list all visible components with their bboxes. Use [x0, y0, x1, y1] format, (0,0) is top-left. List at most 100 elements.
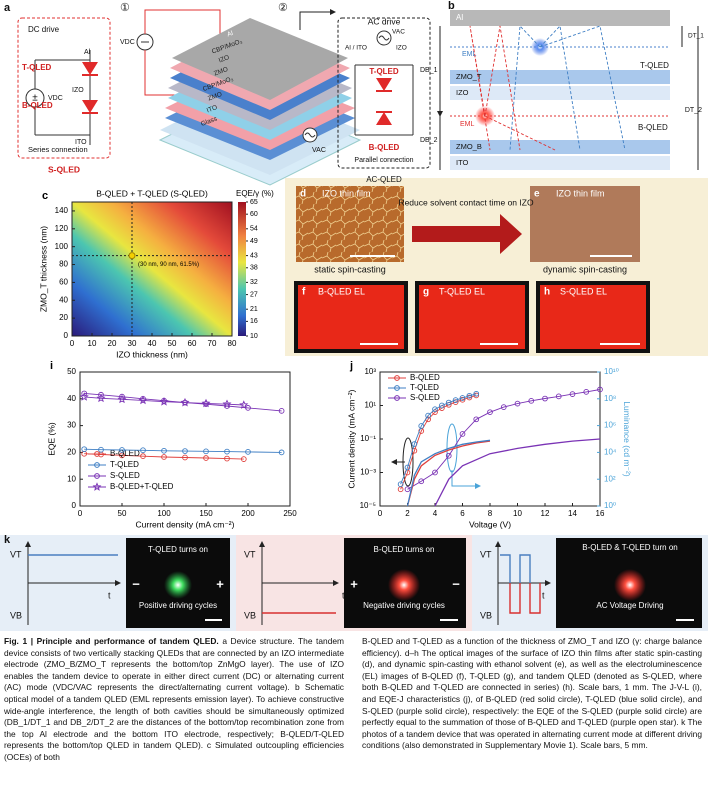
panels-dh-art: [285, 178, 708, 356]
x-tick-label: 50: [118, 509, 127, 518]
legend-marker: [94, 473, 100, 479]
legend-label: S-QLED: [110, 471, 140, 480]
y2-tick-label: 10¹⁰: [604, 367, 619, 376]
y-tick-label: 50: [67, 367, 76, 376]
label: VT: [10, 549, 22, 559]
label: f: [302, 287, 306, 298]
y-tick-label: 80: [59, 260, 68, 269]
y-tick-label: 10³: [364, 367, 376, 376]
x-tick-label: 20: [108, 339, 117, 348]
x-tick-label: 0: [70, 339, 75, 348]
marker: [119, 447, 125, 453]
label: VB: [244, 610, 256, 620]
label: ②: [278, 2, 288, 14]
legend-marker: [394, 395, 400, 401]
y2-tick-label: 10⁴: [604, 448, 617, 457]
x-tick-label: 0: [378, 509, 383, 518]
marker: [239, 400, 249, 409]
legend-marker: [94, 462, 100, 468]
marker: [411, 441, 418, 447]
label: VB: [10, 610, 22, 620]
y-tick-label: 0: [64, 331, 69, 340]
y2-tick-label: 10⁸: [604, 394, 616, 403]
label: Series connection: [28, 145, 88, 154]
y-tick-label: 40: [67, 394, 76, 403]
label: ITO: [75, 139, 87, 146]
label: Parallel connection: [354, 157, 413, 164]
marker: [466, 394, 473, 401]
x-axis-label: IZO thickness (nm): [116, 349, 188, 359]
plot-frame: [79, 371, 291, 507]
y-tick-label: 20: [67, 448, 76, 457]
x-tick-label: 10: [513, 509, 522, 518]
label: VAC: [392, 29, 405, 36]
marker: [445, 399, 452, 406]
y-tick-label: 30: [67, 421, 76, 430]
marker: [432, 406, 438, 413]
label: VDC: [120, 39, 135, 46]
y-tick-label: 140: [55, 206, 69, 215]
label: k: [4, 534, 11, 546]
legend-label: B-QLED: [410, 373, 440, 382]
label: Reduce solvent contact time on IZO: [398, 197, 534, 207]
x-tick-label: 30: [128, 339, 137, 348]
panel-b-art: [437, 10, 699, 170]
x-tick-label: 16: [596, 509, 605, 518]
label: DT_2: [685, 107, 702, 114]
colorbar-tick-label: 43: [250, 252, 258, 259]
marker: [182, 448, 188, 454]
marker: [555, 393, 562, 400]
marker: [473, 392, 480, 399]
label: Al: [226, 30, 234, 39]
y-tick-label: 10⁻⁵: [360, 501, 376, 510]
label: B-QLED: [638, 123, 668, 132]
x-tick-label: 40: [148, 339, 157, 348]
label: S-QLED EL: [560, 286, 607, 296]
label: B-QLED & T-QLED turn on: [582, 543, 677, 552]
legend-marker: [394, 385, 400, 391]
marker: [140, 447, 146, 454]
marker: [583, 389, 590, 395]
colorbar-tick-label: 16: [250, 318, 258, 325]
marker: [96, 393, 106, 403]
series-line: [400, 394, 477, 490]
label: VB: [480, 610, 492, 620]
label: DC drive: [28, 25, 60, 34]
svg-text:±: ±: [32, 93, 38, 104]
label: EML: [460, 121, 475, 128]
label: T-QLED: [369, 67, 399, 76]
y-tick-label: 0: [72, 501, 77, 510]
marker: [473, 390, 480, 397]
label: ITO: [206, 104, 218, 114]
y-axis-label: EQE (%): [46, 422, 56, 456]
colorbar: [238, 202, 246, 336]
colorbar-tick-label: 38: [250, 265, 258, 272]
caption-right: B-QLED and T-QLED as a function of the t…: [362, 636, 702, 752]
optimum-point: [128, 252, 136, 260]
marker: [459, 395, 466, 401]
colorbar-tick-label: 27: [250, 291, 258, 298]
label: DT_1: [688, 33, 704, 40]
label: B-QLED EL: [318, 286, 365, 296]
series-line: [406, 439, 491, 507]
label: +: [350, 576, 358, 591]
y2-tick-label: 10²: [604, 474, 616, 483]
series-line: [400, 393, 477, 485]
chart-label: j: [349, 360, 353, 372]
label: d: [300, 189, 306, 200]
marker: [459, 396, 466, 403]
marker: [203, 401, 209, 408]
y-tick-label: 10: [67, 474, 76, 483]
marker: [140, 453, 146, 460]
label: VAC: [312, 147, 326, 154]
x-tick-label: 2: [405, 509, 410, 518]
label: DB_1: [420, 67, 438, 74]
marker: [432, 469, 438, 476]
label: e: [534, 189, 540, 200]
marker: [81, 390, 88, 397]
label: B-QLED: [22, 101, 53, 110]
y2-axis-label: Luminance (cd m⁻²): [622, 401, 632, 477]
marker: [542, 395, 548, 402]
series-line: [84, 392, 282, 412]
